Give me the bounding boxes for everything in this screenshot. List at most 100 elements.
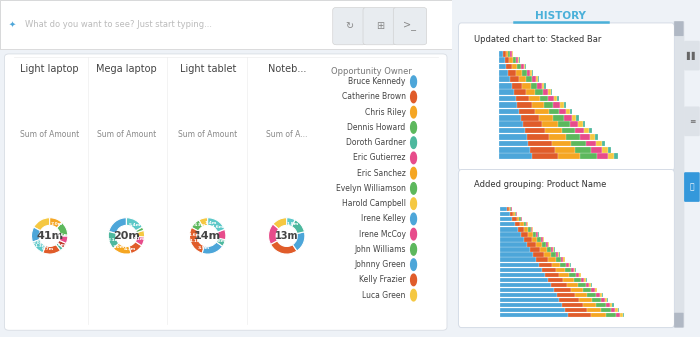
FancyBboxPatch shape: [528, 232, 533, 237]
FancyBboxPatch shape: [579, 273, 581, 277]
FancyBboxPatch shape: [532, 70, 533, 76]
FancyBboxPatch shape: [581, 273, 582, 277]
FancyBboxPatch shape: [500, 212, 510, 216]
Text: Noteb...: Noteb...: [267, 64, 306, 74]
Wedge shape: [108, 218, 127, 234]
FancyBboxPatch shape: [500, 263, 539, 267]
Circle shape: [411, 106, 416, 118]
FancyBboxPatch shape: [498, 109, 519, 114]
FancyBboxPatch shape: [498, 83, 512, 89]
FancyBboxPatch shape: [526, 222, 527, 226]
FancyBboxPatch shape: [533, 252, 544, 257]
FancyBboxPatch shape: [540, 247, 547, 252]
Text: Johnny Green: Johnny Green: [354, 260, 405, 269]
FancyBboxPatch shape: [545, 273, 559, 277]
FancyBboxPatch shape: [542, 83, 545, 89]
Wedge shape: [287, 218, 295, 226]
FancyBboxPatch shape: [530, 247, 540, 252]
FancyBboxPatch shape: [548, 257, 556, 262]
FancyBboxPatch shape: [500, 313, 568, 317]
FancyBboxPatch shape: [553, 247, 554, 252]
FancyBboxPatch shape: [617, 308, 619, 312]
Text: 6.7m: 6.7m: [42, 247, 54, 251]
Text: Sum of Amount: Sum of Amount: [178, 130, 237, 139]
Wedge shape: [292, 220, 304, 234]
FancyBboxPatch shape: [575, 293, 587, 297]
FancyBboxPatch shape: [607, 298, 608, 302]
FancyBboxPatch shape: [524, 64, 525, 69]
FancyBboxPatch shape: [583, 303, 596, 307]
FancyBboxPatch shape: [513, 57, 516, 63]
FancyBboxPatch shape: [557, 121, 570, 127]
Text: ✦: ✦: [9, 20, 16, 29]
FancyBboxPatch shape: [522, 232, 528, 237]
FancyBboxPatch shape: [498, 115, 521, 121]
FancyBboxPatch shape: [559, 109, 566, 114]
FancyBboxPatch shape: [536, 232, 538, 237]
Wedge shape: [57, 240, 66, 248]
Circle shape: [411, 76, 416, 88]
Circle shape: [411, 91, 416, 103]
FancyBboxPatch shape: [538, 83, 542, 89]
FancyBboxPatch shape: [592, 298, 601, 302]
FancyBboxPatch shape: [571, 288, 583, 292]
FancyBboxPatch shape: [576, 273, 579, 277]
FancyBboxPatch shape: [570, 109, 572, 114]
FancyBboxPatch shape: [572, 115, 576, 121]
FancyBboxPatch shape: [574, 278, 581, 282]
FancyBboxPatch shape: [602, 293, 603, 297]
FancyBboxPatch shape: [684, 172, 700, 202]
FancyBboxPatch shape: [578, 283, 586, 287]
FancyBboxPatch shape: [498, 147, 531, 153]
Wedge shape: [33, 240, 46, 253]
FancyBboxPatch shape: [575, 268, 576, 272]
FancyBboxPatch shape: [542, 237, 544, 242]
FancyBboxPatch shape: [4, 54, 447, 330]
Text: 5.6m: 5.6m: [57, 233, 69, 237]
FancyBboxPatch shape: [596, 141, 602, 146]
Circle shape: [411, 152, 416, 164]
Text: Updated chart to: Stacked Bar: Updated chart to: Stacked Bar: [474, 35, 601, 44]
FancyBboxPatch shape: [568, 263, 570, 267]
FancyBboxPatch shape: [554, 288, 571, 292]
FancyBboxPatch shape: [536, 89, 542, 95]
FancyBboxPatch shape: [518, 57, 519, 63]
FancyBboxPatch shape: [602, 141, 605, 146]
FancyBboxPatch shape: [524, 227, 528, 232]
Circle shape: [411, 289, 416, 301]
FancyBboxPatch shape: [531, 227, 533, 232]
FancyBboxPatch shape: [519, 76, 526, 82]
FancyBboxPatch shape: [522, 64, 524, 69]
Text: Catherine Brown: Catherine Brown: [342, 92, 405, 101]
Text: Eric Sanchez: Eric Sanchez: [357, 168, 405, 178]
FancyBboxPatch shape: [518, 227, 524, 232]
FancyBboxPatch shape: [601, 298, 605, 302]
FancyBboxPatch shape: [515, 222, 521, 226]
FancyBboxPatch shape: [684, 41, 700, 70]
Wedge shape: [56, 243, 63, 250]
FancyBboxPatch shape: [574, 268, 575, 272]
Circle shape: [411, 137, 416, 149]
FancyBboxPatch shape: [615, 313, 620, 317]
FancyBboxPatch shape: [557, 96, 559, 101]
Text: Irene Kelley: Irene Kelley: [360, 214, 405, 223]
FancyBboxPatch shape: [500, 268, 542, 272]
FancyBboxPatch shape: [548, 89, 551, 95]
Text: Luca Green: Luca Green: [362, 290, 405, 300]
FancyBboxPatch shape: [587, 308, 601, 312]
Text: Light tablet: Light tablet: [179, 64, 236, 74]
FancyBboxPatch shape: [510, 207, 511, 211]
FancyBboxPatch shape: [522, 70, 526, 76]
Text: Evelyn Williamson: Evelyn Williamson: [336, 184, 405, 193]
Text: Dennis Howard: Dennis Howard: [347, 123, 405, 132]
FancyBboxPatch shape: [536, 76, 538, 82]
FancyBboxPatch shape: [564, 115, 572, 121]
FancyBboxPatch shape: [512, 64, 517, 69]
FancyBboxPatch shape: [532, 102, 544, 108]
Text: 5.4m: 5.4m: [129, 223, 141, 227]
FancyBboxPatch shape: [584, 128, 589, 133]
FancyBboxPatch shape: [516, 70, 522, 76]
FancyBboxPatch shape: [500, 242, 527, 247]
FancyBboxPatch shape: [539, 115, 553, 121]
FancyBboxPatch shape: [608, 147, 611, 153]
